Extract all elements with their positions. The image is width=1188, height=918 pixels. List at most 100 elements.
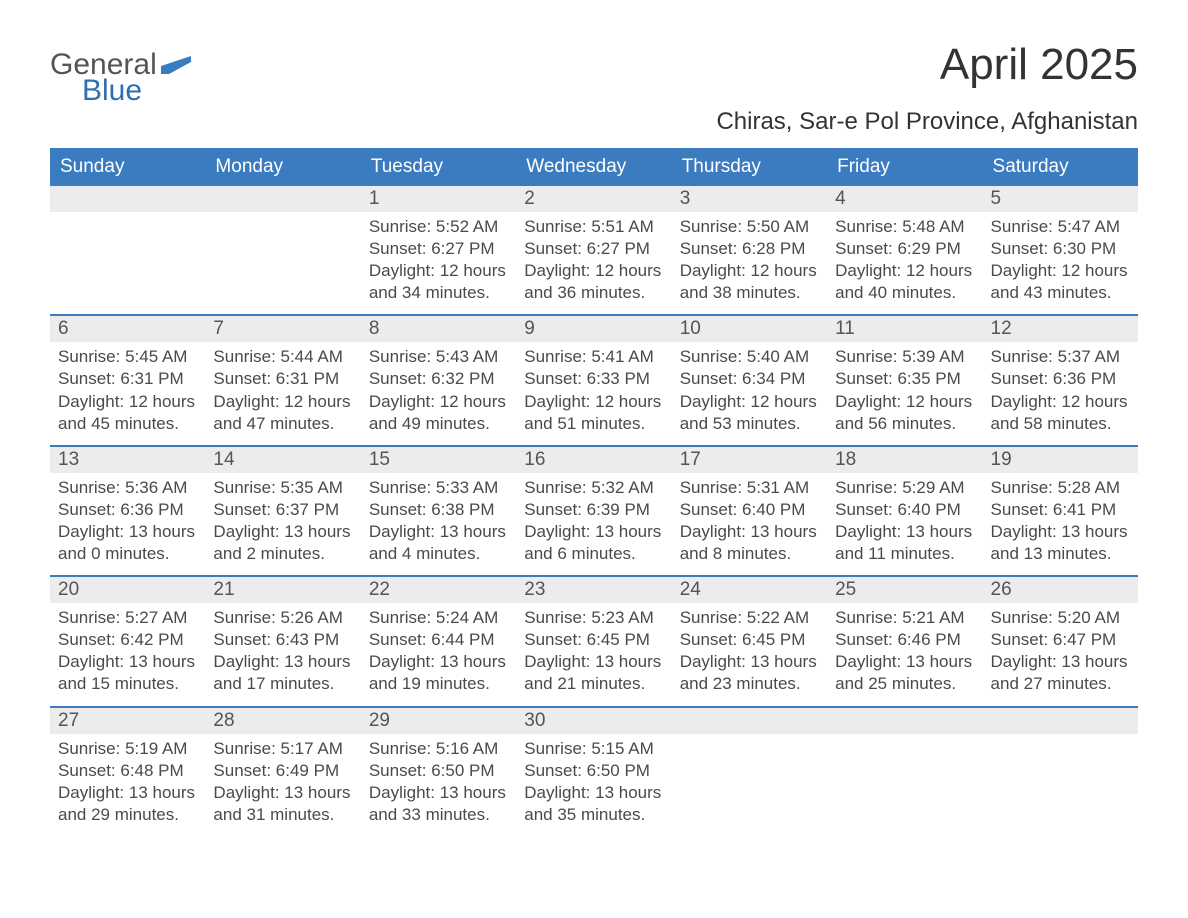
sunset-text: Sunset: 6:36 PM	[991, 368, 1130, 390]
sunset-text: Sunset: 6:27 PM	[524, 238, 663, 260]
day-header: Thursday	[672, 148, 827, 186]
calendar-cell: 12Sunrise: 5:37 AMSunset: 6:36 PMDayligh…	[983, 316, 1138, 444]
day-number: 7	[205, 316, 360, 342]
sunset-text: Sunset: 6:36 PM	[58, 499, 197, 521]
day-number: 28	[205, 708, 360, 734]
daylight-text: Daylight: 13 hours and 35 minutes.	[524, 782, 663, 826]
sunset-text: Sunset: 6:27 PM	[369, 238, 508, 260]
sunset-text: Sunset: 6:29 PM	[835, 238, 974, 260]
day-header: Monday	[205, 148, 360, 186]
sunrise-text: Sunrise: 5:43 AM	[369, 346, 508, 368]
sunset-text: Sunset: 6:50 PM	[369, 760, 508, 782]
day-number: 12	[983, 316, 1138, 342]
week-row: 13 Sunrise: 5:36 AMSunset: 6:36 PM Dayligh…	[50, 445, 1138, 575]
day-number: 17	[672, 447, 827, 473]
cell-body: Sunrise: 5:27 AMSunset: 6:42 PMDaylight:…	[50, 603, 205, 695]
cell-body: Sunrise: 5:19 AMSunset: 6:48 PMDaylight:…	[50, 734, 205, 826]
calendar-cell: 11Sunrise: 5:39 AMSunset: 6:35 PMDayligh…	[827, 316, 982, 444]
day-number: 9	[516, 316, 671, 342]
sunset-text: Sunset: 6:40 PM	[835, 499, 974, 521]
calendar-cell: 16Sunrise: 5:32 AMSunset: 6:39 PMDayligh…	[516, 447, 671, 575]
day-number: 23	[516, 577, 671, 603]
sunrise-text: Sunrise: 5:37 AM	[991, 346, 1130, 368]
calendar-cell: 28Sunrise: 5:17 AMSunset: 6:49 PMDayligh…	[205, 708, 360, 836]
sunset-text: Sunset: 6:28 PM	[680, 238, 819, 260]
sunrise-text: Sunrise: 5:47 AM	[991, 216, 1130, 238]
sunrise-text: Sunrise: 5:36 AM	[58, 477, 197, 499]
calendar-cell: 13Sunrise: 5:36 AMSunset: 6:36 PMDayligh…	[50, 447, 205, 575]
daylight-text: Daylight: 13 hours and 21 minutes.	[524, 651, 663, 695]
cell-body: Sunrise: 5:41 AMSunset: 6:33 PMDaylight:…	[516, 342, 671, 434]
day-number	[827, 708, 982, 734]
sunrise-text: Sunrise: 5:45 AM	[58, 346, 197, 368]
sunset-text: Sunset: 6:31 PM	[58, 368, 197, 390]
day-number: 4	[827, 186, 982, 212]
sunset-text: Sunset: 6:31 PM	[213, 368, 352, 390]
location: Chiras, Sar-e Pol Province, Afghanistan	[716, 108, 1138, 136]
sunrise-text: Sunrise: 5:52 AM	[369, 216, 508, 238]
sunset-text: Sunset: 6:40 PM	[680, 499, 819, 521]
calendar-cell: 19Sunrise: 5:28 AMSunset: 6:41 PMDayligh…	[983, 447, 1138, 575]
daylight-text: Daylight: 12 hours and 56 minutes.	[835, 391, 974, 435]
daylight-text: Daylight: 13 hours and 2 minutes.	[213, 521, 352, 565]
cell-body: Sunrise: 5:32 AMSunset: 6:39 PMDaylight:…	[516, 473, 671, 565]
sunset-text: Sunset: 6:45 PM	[524, 629, 663, 651]
sunrise-text: Sunrise: 5:39 AM	[835, 346, 974, 368]
calendar-cell: 9Sunrise: 5:41 AMSunset: 6:33 PMDaylight…	[516, 316, 671, 444]
calendar-cell: 2Sunrise: 5:51 AMSunset: 6:27 PMDaylight…	[516, 186, 671, 314]
cell-body: Sunrise: 5:21 AMSunset: 6:46 PMDaylight:…	[827, 603, 982, 695]
sunrise-text: Sunrise: 5:27 AM	[58, 607, 197, 629]
day-number: 21	[205, 577, 360, 603]
calendar-cell	[50, 186, 205, 314]
calendar-cell	[205, 186, 360, 314]
day-header: Sunday	[50, 148, 205, 186]
sunrise-text: Sunrise: 5:26 AM	[213, 607, 352, 629]
day-number: 13	[50, 447, 205, 473]
sunset-text: Sunset: 6:41 PM	[991, 499, 1130, 521]
day-number	[672, 708, 827, 734]
calendar-cell: 10Sunrise: 5:40 AMSunset: 6:34 PMDayligh…	[672, 316, 827, 444]
sunrise-text: Sunrise: 5:20 AM	[991, 607, 1130, 629]
calendar-cell: 30Sunrise: 5:15 AMSunset: 6:50 PMDayligh…	[516, 708, 671, 836]
cell-body: Sunrise: 5:40 AMSunset: 6:34 PMDaylight:…	[672, 342, 827, 434]
week-row: 6Sunrise: 5:45 AMSunset: 6:31 PMDaylight…	[50, 314, 1138, 444]
daylight-text: Daylight: 12 hours and 43 minutes.	[991, 260, 1130, 304]
sunrise-text: Sunrise: 5:48 AM	[835, 216, 974, 238]
sunrise-text: Sunrise: 5:17 AM	[213, 738, 352, 760]
day-number: 3	[672, 186, 827, 212]
calendar-cell: 6Sunrise: 5:45 AMSunset: 6:31 PMDaylight…	[50, 316, 205, 444]
sunset-text: Sunset: 6:35 PM	[835, 368, 974, 390]
calendar-cell: 15Sunrise: 5:33 AMSunset: 6:38 PMDayligh…	[361, 447, 516, 575]
sunrise-text: Sunrise: 5:44 AM	[213, 346, 352, 368]
calendar-cell: 17Sunrise: 5:31 AMSunset: 6:40 PMDayligh…	[672, 447, 827, 575]
cell-body: Sunrise: 5:31 AMSunset: 6:40 PMDaylight:…	[672, 473, 827, 565]
calendar-cell: 29Sunrise: 5:16 AMSunset: 6:50 PMDayligh…	[361, 708, 516, 836]
day-number: 5	[983, 186, 1138, 212]
sunset-text: Sunset: 6:30 PM	[991, 238, 1130, 260]
daylight-text: Daylight: 12 hours and 47 minutes.	[213, 391, 352, 435]
sunset-text: Sunset: 6:42 PM	[58, 629, 197, 651]
cell-body: Sunrise: 5:15 AMSunset: 6:50 PMDaylight:…	[516, 734, 671, 826]
daylight-text: Daylight: 12 hours and 34 minutes.	[369, 260, 508, 304]
sunrise-text: Sunrise: 5:15 AM	[524, 738, 663, 760]
daylight-text: Daylight: 13 hours and 27 minutes.	[991, 651, 1130, 695]
sunset-text: Sunset: 6:46 PM	[835, 629, 974, 651]
daylight-text: Daylight: 12 hours and 36 minutes.	[524, 260, 663, 304]
cell-body: Sunrise: 5:29 AMSunset: 6:40 PMDaylight:…	[827, 473, 982, 565]
logo: General Blue	[50, 40, 195, 106]
sunset-text: Sunset: 6:34 PM	[680, 368, 819, 390]
cell-body: Sunrise: 5:51 AMSunset: 6:27 PMDaylight:…	[516, 212, 671, 304]
day-header-row: Sunday Monday Tuesday Wednesday Thursday…	[50, 148, 1138, 186]
daylight-text: Daylight: 13 hours and 31 minutes.	[213, 782, 352, 826]
calendar-cell: 18Sunrise: 5:29 AMSunset: 6:40 PMDayligh…	[827, 447, 982, 575]
calendar-cell: 20Sunrise: 5:27 AMSunset: 6:42 PMDayligh…	[50, 577, 205, 705]
sunrise-text: Sunrise: 5:51 AM	[524, 216, 663, 238]
cell-body: Sunrise: 5:33 AMSunset: 6:38 PMDaylight:…	[361, 473, 516, 565]
day-number	[983, 708, 1138, 734]
week-row: 1Sunrise: 5:52 AMSunset: 6:27 PMDaylight…	[50, 186, 1138, 314]
sunset-text: Sunset: 6:33 PM	[524, 368, 663, 390]
daylight-text: Daylight: 12 hours and 49 minutes.	[369, 391, 508, 435]
calendar-cell	[983, 708, 1138, 836]
cell-body: Sunrise: 5:39 AMSunset: 6:35 PMDaylight:…	[827, 342, 982, 434]
sunrise-text: Sunrise: 5:19 AM	[58, 738, 197, 760]
